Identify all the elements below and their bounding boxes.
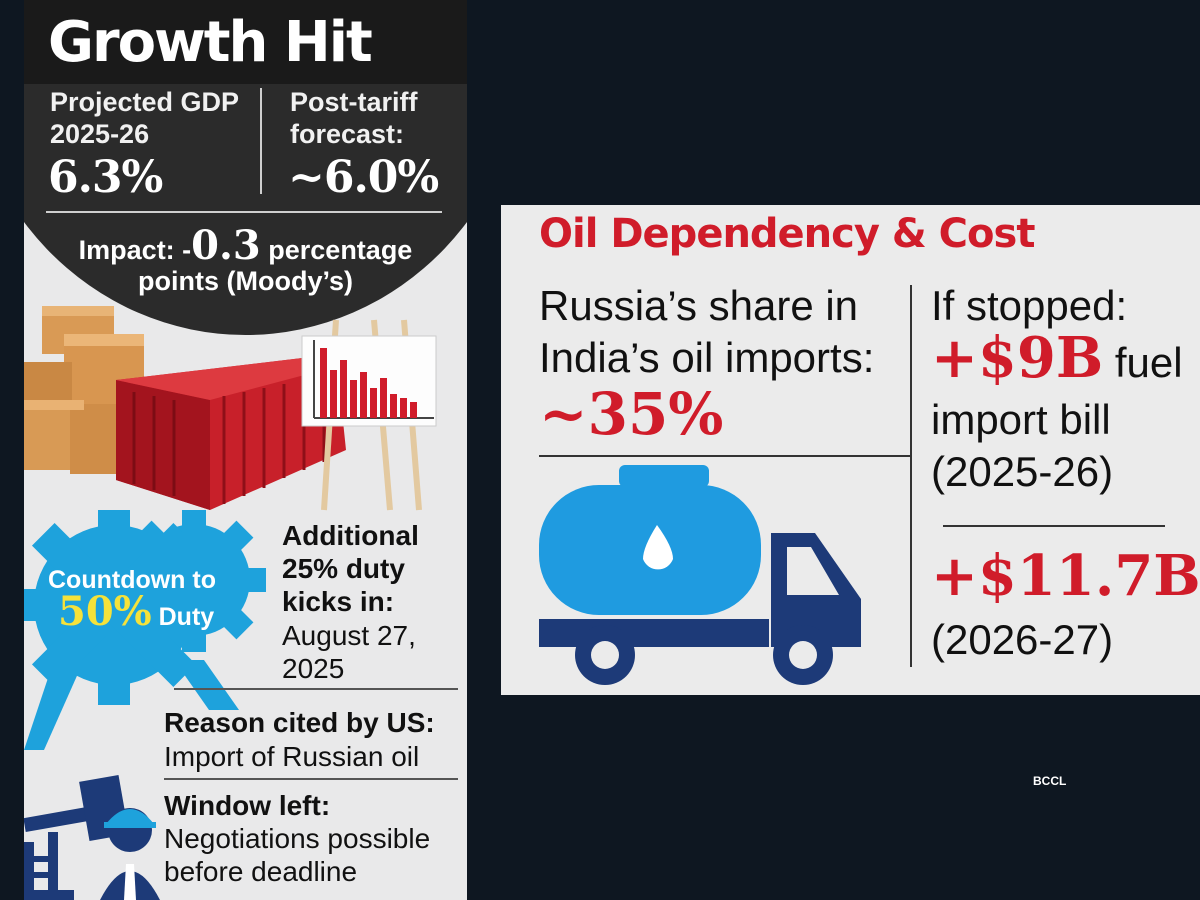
impact-line-2: points (Moody’s)	[138, 266, 353, 296]
projected-gdp-value: 6.3%	[48, 152, 163, 203]
projected-gdp-label-2: 2025-26	[50, 119, 150, 149]
oil-worker-icon	[24, 774, 160, 900]
share-value: ~35%	[539, 380, 724, 448]
vertical-divider	[910, 285, 912, 667]
countdown-line-1: Countdown to	[48, 566, 216, 594]
if-stopped-period: (2025-26)	[931, 448, 1114, 495]
reason-heading: Reason cited by US:	[164, 707, 435, 738]
share-label-1: Russia’s share in	[539, 282, 859, 329]
if-stopped-value-line: +$9B fuel	[931, 330, 1183, 388]
post-tariff-label-1: Post-tariff	[290, 87, 418, 117]
impact-line-1: Impact: -0.3 percentage	[24, 222, 467, 269]
window-text-1: Negotiations possible	[164, 823, 431, 854]
window-heading: Window left:	[164, 790, 331, 821]
next-year-value: +$11.7B	[931, 543, 1200, 609]
chart-easel-icon	[301, 319, 437, 511]
window-text-2: before deadline	[164, 856, 358, 887]
divider-2	[164, 778, 458, 780]
shipping-container-icon	[116, 354, 346, 510]
share-label-2: India’s oil imports:	[539, 334, 875, 381]
title-bar	[24, 0, 467, 84]
divider-1	[174, 688, 458, 690]
post-tariff-value: ~6.0%	[288, 152, 439, 203]
impact-value: 0.3	[191, 222, 261, 269]
oil-tanker-truck-icon	[539, 465, 861, 685]
trade-illustration	[24, 306, 437, 511]
countdown-line-2: 50% Duty	[58, 592, 215, 633]
panel-title: Growth Hit	[48, 10, 373, 75]
if-stopped-line-2: import bill	[931, 396, 1111, 443]
projected-gdp-label-1: Projected GDP	[50, 87, 240, 117]
cardboard-boxes-icon	[24, 306, 144, 474]
additional-line-3: kicks in:	[282, 586, 395, 617]
countdown-pct: 50%	[58, 588, 152, 635]
if-stopped-value: +$9B	[931, 325, 1104, 391]
horizontal-divider	[46, 211, 442, 213]
vertical-divider	[260, 88, 262, 194]
deadline-date-2: 2025	[282, 653, 345, 684]
if-stopped-suffix: fuel	[1103, 339, 1183, 386]
gear-icon	[24, 510, 266, 750]
next-year-period: (2026-27)	[931, 616, 1114, 663]
if-stopped-label: If stopped:	[931, 282, 1128, 329]
growth-hit-panel: Growth Hit Projected GDP 2025-26 6.3% Po…	[24, 0, 467, 900]
horizontal-divider	[539, 455, 911, 457]
reason-text: Import of Russian oil	[164, 741, 420, 772]
deadline-date-1: August 27,	[282, 620, 416, 651]
horizontal-divider-2	[943, 525, 1165, 527]
dark-arc-bg	[24, 40, 467, 335]
countdown-duty: Duty	[151, 603, 215, 631]
post-tariff-label-2: forecast:	[290, 119, 405, 149]
impact-prefix: Impact: -	[78, 235, 192, 265]
additional-line-2: 25% duty	[282, 553, 405, 584]
credit-label: BCCL	[1033, 774, 1067, 788]
additional-line-1: Additional	[282, 520, 419, 551]
oil-dependency-panel: Oil Dependency & Cost Russia’s share in …	[501, 205, 1200, 695]
impact-suffix: percentage	[260, 235, 413, 265]
panel-title: Oil Dependency & Cost	[539, 211, 1035, 257]
